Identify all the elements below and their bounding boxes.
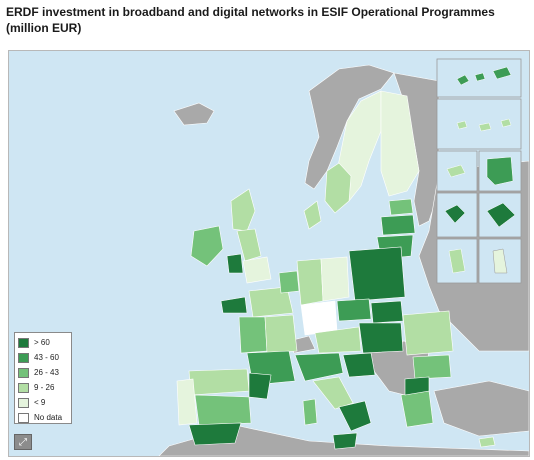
- austria-region: [314, 326, 362, 354]
- map-title-line1: ERDF investment in broadband and digital…: [6, 5, 495, 19]
- mayotte-island: [492, 248, 508, 274]
- expand-button[interactable]: ⤢: [14, 434, 32, 450]
- wales-region: [226, 253, 244, 274]
- legend-label: < 9: [34, 398, 46, 407]
- legend-label: > 60: [34, 338, 50, 347]
- eu-regions: [176, 90, 496, 450]
- legend-swatch: [18, 397, 29, 408]
- spain-catalonia-region: [248, 372, 272, 400]
- greece-region: [400, 390, 434, 428]
- romania-region: [402, 310, 454, 356]
- legend-swatch: [18, 337, 29, 348]
- map-title-line2: (million EUR): [6, 21, 82, 35]
- portugal-region: [176, 378, 198, 426]
- legend-label: No data: [34, 413, 63, 422]
- map-panel: [8, 50, 530, 457]
- outermost-regions-insets: [436, 58, 522, 284]
- inset-guadeloupe: [436, 192, 478, 238]
- canarias-islands: [456, 66, 512, 86]
- france-west-region: [238, 316, 268, 354]
- europe-map: [158, 58, 529, 456]
- germany-east-region: [320, 256, 350, 302]
- inset-madeira: [436, 150, 478, 192]
- italy-south-region: [338, 400, 372, 432]
- martinique-island: [448, 248, 466, 274]
- legend-swatch: [18, 382, 29, 393]
- legend-row: 43 - 60: [18, 350, 68, 365]
- reunion-island: [486, 202, 516, 228]
- denmark-region: [303, 200, 322, 230]
- poland-region: [348, 246, 406, 302]
- expand-icon: ⤢: [19, 436, 27, 448]
- spain-north-region: [188, 368, 250, 396]
- latvia-region: [380, 214, 416, 236]
- sicily-region: [332, 432, 358, 450]
- sardinia-region: [302, 398, 318, 426]
- france-centre-region: [264, 314, 298, 354]
- italy-centre-region: [312, 376, 354, 410]
- map-title: ERDF investment in broadband and digital…: [6, 4, 526, 36]
- legend-row: > 60: [18, 335, 68, 350]
- map-legend: > 60 43 - 60 26 - 43 9 - 26 < 9 No data: [14, 332, 72, 424]
- germany-south-region: [300, 300, 338, 336]
- croatia-region: [342, 352, 376, 378]
- england-south-region: [242, 256, 272, 284]
- legend-swatch: [18, 352, 29, 363]
- scotland-region: [230, 188, 256, 232]
- slovakia-region: [370, 300, 404, 324]
- legend-row: No data: [18, 410, 68, 425]
- legend-swatch: [18, 367, 29, 378]
- greece-north-region: [404, 376, 430, 396]
- england-north-region: [236, 228, 262, 262]
- cyprus-region: [478, 436, 496, 448]
- italy-north-region: [294, 352, 344, 382]
- north-africa-region: [158, 425, 529, 456]
- bulgaria-region: [412, 354, 452, 380]
- guadeloupe-island: [444, 204, 466, 224]
- ireland-region: [190, 225, 224, 267]
- guyane-region: [486, 156, 514, 186]
- hungary-region: [358, 322, 404, 354]
- czech-region: [336, 298, 372, 322]
- turkey-region: [433, 380, 529, 437]
- sweden-south-region: [324, 162, 352, 214]
- legend-row: < 9: [18, 395, 68, 410]
- france-brittany-region: [220, 296, 248, 314]
- madeira-island: [446, 164, 466, 178]
- estonia-region: [388, 198, 414, 216]
- legend-label: 43 - 60: [34, 353, 59, 362]
- iceland-region: [173, 102, 215, 126]
- spain-andalusia-region: [188, 422, 242, 446]
- legend-label: 26 - 43: [34, 368, 59, 377]
- acores-islands: [456, 118, 512, 132]
- legend-row: 9 - 26: [18, 380, 68, 395]
- legend-row: 26 - 43: [18, 365, 68, 380]
- benelux-region: [278, 270, 300, 294]
- norway-region: [304, 64, 395, 190]
- legend-swatch: [18, 412, 29, 423]
- germany-west-region: [296, 258, 324, 306]
- france-north-region: [248, 286, 294, 318]
- spain-centre-region: [194, 394, 252, 426]
- finland-region: [380, 90, 420, 197]
- legend-label: 9 - 26: [34, 383, 55, 392]
